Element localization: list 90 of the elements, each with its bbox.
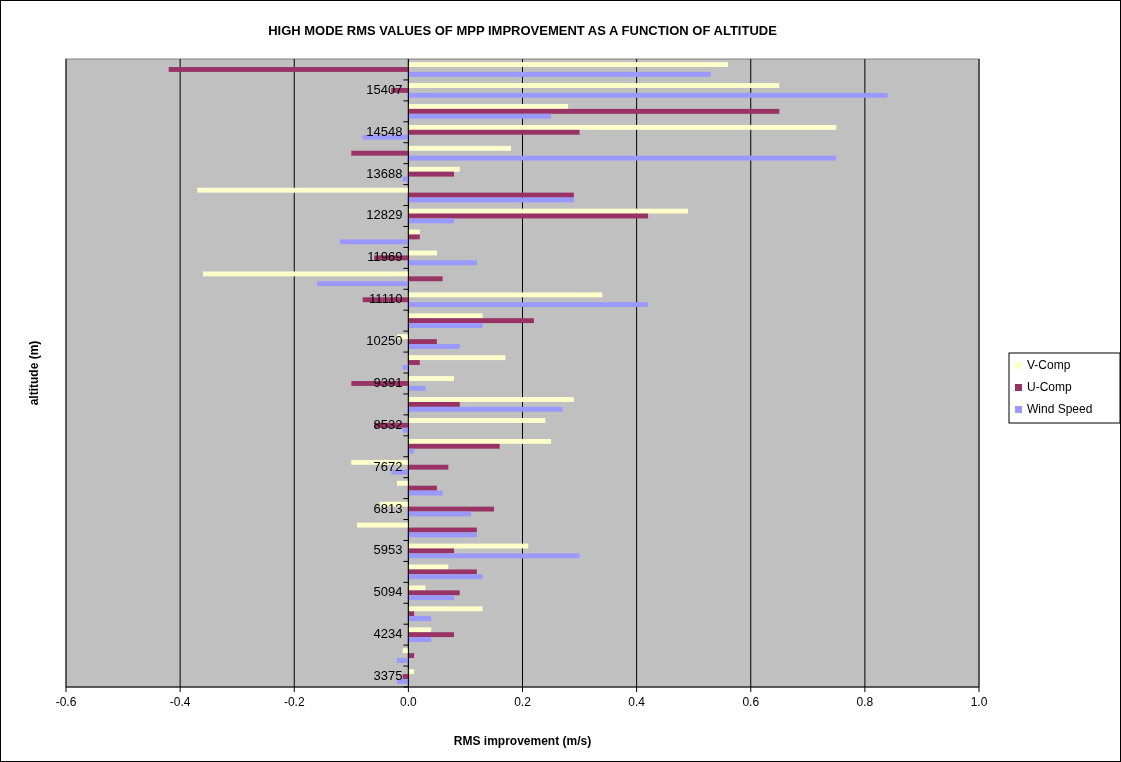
chart-title: HIGH MODE RMS VALUES OF MPP IMPROVEMENT AS A FUNCTION OF ALTITUDE <box>268 23 778 38</box>
bar <box>408 62 728 68</box>
bar <box>408 208 688 214</box>
x-tick-label: -0.6 <box>55 695 77 709</box>
bar <box>408 360 420 365</box>
y-tick-label: 3375 <box>373 667 403 683</box>
bar <box>408 166 460 172</box>
y-tick-label: 5953 <box>373 542 403 558</box>
bar <box>408 376 455 382</box>
bar <box>408 124 837 130</box>
bar <box>408 318 534 324</box>
bar <box>357 522 409 528</box>
bar <box>408 438 552 444</box>
bar <box>408 71 711 77</box>
bar <box>408 260 477 266</box>
bar <box>408 401 460 407</box>
x-tick-label: 0.8 <box>856 695 874 709</box>
bar <box>408 506 494 512</box>
y-tick-label: 11969 <box>367 249 403 265</box>
bar <box>408 276 443 282</box>
bar <box>408 590 460 596</box>
bar <box>408 292 603 298</box>
bar <box>408 323 483 328</box>
x-axis-title: RMS improvement (m/s) <box>453 734 592 748</box>
bar <box>408 595 455 601</box>
bar <box>408 397 574 402</box>
bar <box>408 616 432 622</box>
bar <box>408 192 574 198</box>
bar <box>396 658 409 663</box>
bar <box>408 627 432 633</box>
bar <box>408 553 580 559</box>
bar <box>396 480 409 486</box>
y-tick-label: 10250 <box>366 333 403 349</box>
bar <box>408 606 483 612</box>
bar <box>408 155 837 161</box>
x-tick-label: 0.6 <box>742 695 760 709</box>
y-tick-label: 14548 <box>366 123 403 139</box>
x-tick-label: -0.4 <box>169 695 191 709</box>
bar <box>408 355 506 361</box>
y-tick-label: 6813 <box>373 500 403 516</box>
bar <box>408 385 426 391</box>
bar <box>408 632 455 638</box>
bar <box>408 218 455 224</box>
y-tick-label: 13688 <box>366 165 403 181</box>
x-tick-label: 0.0 <box>400 695 418 709</box>
y-axis-title: altitude (m) <box>27 340 41 406</box>
bar <box>408 339 437 345</box>
bar <box>351 150 409 156</box>
y-tick-label: 7672 <box>373 458 403 474</box>
bar <box>202 271 409 277</box>
bar <box>408 443 500 449</box>
bar <box>408 83 780 88</box>
bar <box>168 67 409 72</box>
bar <box>317 281 409 287</box>
x-tick-label: 0.4 <box>628 695 646 709</box>
bar <box>408 104 569 109</box>
bar <box>408 302 649 308</box>
legend-label: Wind Speed <box>1027 402 1093 417</box>
bar <box>408 532 477 538</box>
bar <box>339 239 409 245</box>
bar <box>408 344 460 349</box>
bar <box>408 569 477 575</box>
bar <box>362 134 409 140</box>
bar <box>408 574 483 580</box>
bar <box>408 406 563 412</box>
bar <box>408 464 449 470</box>
x-tick-label: 0.2 <box>514 695 532 709</box>
y-tick-label: 4234 <box>373 626 403 642</box>
x-tick-label: 1.0 <box>970 695 988 709</box>
legend-label: U-Comp <box>1027 380 1072 395</box>
bar <box>197 187 409 193</box>
x-tick-label: -0.2 <box>283 695 305 709</box>
y-tick-label: 5094 <box>373 584 403 600</box>
bar <box>408 585 426 591</box>
bar <box>408 92 888 98</box>
bar <box>408 234 420 240</box>
bar <box>391 469 409 475</box>
bar <box>408 113 552 119</box>
bar <box>408 548 455 554</box>
bar <box>408 108 780 114</box>
bar <box>408 418 546 423</box>
bar <box>408 129 580 135</box>
legend-label: V-Comp <box>1027 358 1071 373</box>
y-tick-label: 12829 <box>366 207 403 223</box>
bar <box>408 145 512 151</box>
bar <box>408 171 455 177</box>
bar <box>408 313 483 319</box>
bar <box>408 637 432 642</box>
y-tick-label: 15407 <box>366 81 403 97</box>
bar <box>408 485 437 491</box>
